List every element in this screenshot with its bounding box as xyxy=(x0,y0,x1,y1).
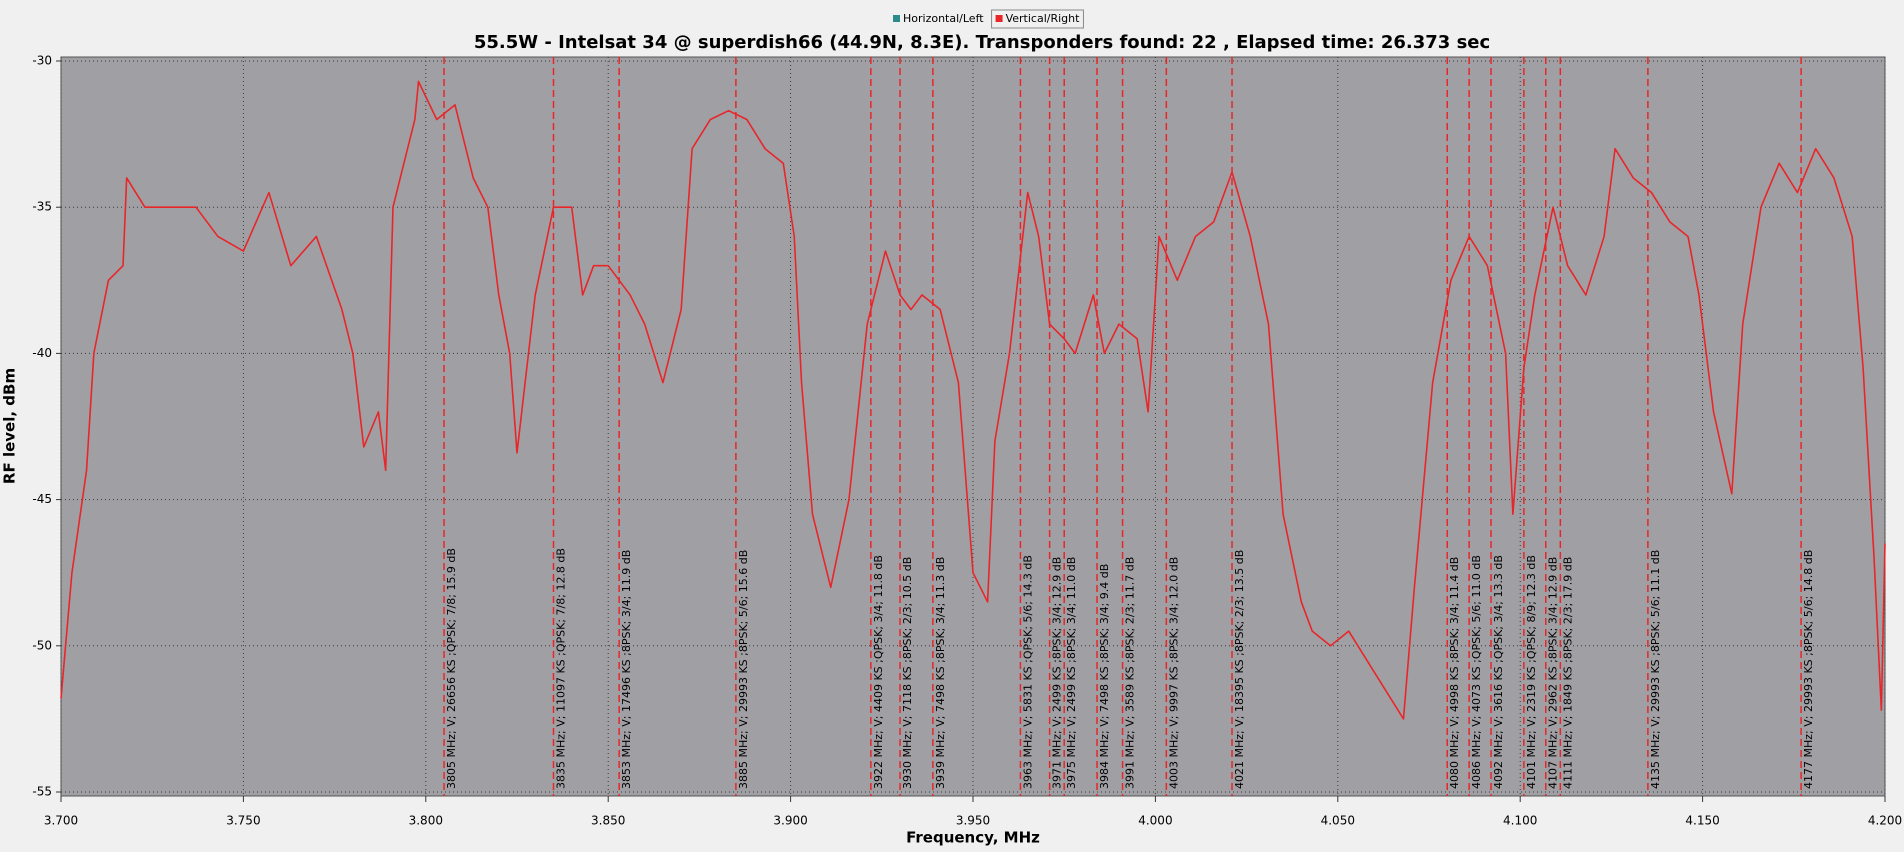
transponder-label: 3963 MHz; V; 5831 KS ;QPSK; 5/6; 14.3 dB xyxy=(1021,555,1034,789)
transponder-label: 4101 MHz; V; 2319 KS ;QPSK; 8/9; 12.3 dB xyxy=(1525,555,1538,789)
x-tick-label: 3.850 xyxy=(591,814,625,828)
x-tick-label: 4.100 xyxy=(1503,814,1537,828)
transponder-label: 4177 MHz; V; 29993 KS ;8PSK; 5/6; 14.8 d… xyxy=(1802,550,1815,789)
legend-swatch xyxy=(995,15,1003,22)
x-axis-label: Frequency, MHz xyxy=(906,829,1040,847)
plot-area xyxy=(60,56,1886,797)
x-tick-label: 3.750 xyxy=(226,814,260,828)
transponder-label: 3975 MHz; V; 2499 KS ;8PSK; 3/4; 11.0 dB xyxy=(1065,557,1078,789)
transponder-label: 4080 MHz; V; 4998 KS ;8PSK; 3/4; 11.4 dB xyxy=(1448,557,1461,789)
x-tick-label: 4.050 xyxy=(1321,814,1355,828)
legend-label: Vertical/Right xyxy=(1006,12,1081,25)
transponder-label: 4021 MHz; V; 18395 KS ;8PSK; 2/3; 13.5 d… xyxy=(1233,550,1246,789)
transponder-label: 4111 MHz; V; 1849 KS ;8PSK; 2/3; 17.9 dB xyxy=(1561,557,1574,789)
legend-label: Horizontal/Left xyxy=(903,12,984,25)
transponder-label: 3991 MHz; V; 3589 KS ;8PSK; 2/3; 11.7 dB xyxy=(1124,557,1137,789)
y-tick-label: -55 xyxy=(32,785,52,799)
chart-title: 55.5W - Intelsat 34 @ superdish66 (44.9N… xyxy=(474,32,1490,53)
x-tick-label: 3.950 xyxy=(956,814,990,828)
y-tick-label: -45 xyxy=(32,492,52,506)
legend: Horizontal/Left Vertical/Right xyxy=(893,9,1084,29)
y-tick-label: -35 xyxy=(32,200,52,214)
transponder-label: 4107 MHz; V; 2962 KS ;8PSK; 3/4; 12.9 dB xyxy=(1547,557,1560,789)
x-tick-label: 4.150 xyxy=(1685,814,1719,828)
y-axis-label: RF level, dBm xyxy=(1,368,19,484)
x-tick-label: 4.200 xyxy=(1868,814,1902,828)
transponder-label: 3853 MHz; V; 17496 KS ;8PSK; 3/4; 11.9 d… xyxy=(620,550,633,789)
legend-frame xyxy=(991,9,1084,29)
transponder-label: 3984 MHz; V; 7498 KS ;8PSK; 3/4; 9.4 dB xyxy=(1098,564,1111,789)
transponder-label: 4092 MHz; V; 3616 KS ;QPSK; 3/4; 13.3 dB xyxy=(1492,555,1505,789)
x-tick-label: 3.800 xyxy=(409,814,443,828)
transponder-label: 3805 MHz; V; 26656 KS ;QPSK; 7/8; 15.9 d… xyxy=(445,548,458,789)
transponder-label: 4086 MHz; V; 4073 KS ;QPSK; 5/6; 11.0 dB xyxy=(1470,555,1483,789)
transponder-label: 4135 MHz; V; 29993 KS ;8PSK; 5/6; 11.1 d… xyxy=(1649,550,1662,789)
transponder-label: 3971 MHz; V; 2499 KS ;8PSK; 3/4; 12.9 dB xyxy=(1051,557,1064,789)
x-tick-label: 4.000 xyxy=(1138,814,1172,828)
x-tick-label: 3.700 xyxy=(44,814,78,828)
legend-swatch xyxy=(893,15,900,22)
transponder-label: 3939 MHz; V; 7498 KS ;8PSK; 3/4; 11.3 dB xyxy=(934,557,947,789)
y-tick-label: -30 xyxy=(32,54,52,68)
transponder-label: 3922 MHz; V; 4409 KS ;QPSK; 3/4; 11.8 dB xyxy=(872,555,885,789)
y-tick-label: -40 xyxy=(32,346,52,360)
transponder-label: 4003 MHz; V; 9997 KS ;8PSK; 3/4; 12.0 dB xyxy=(1167,557,1180,789)
x-tick-label: 3.900 xyxy=(773,814,807,828)
transponder-label: 3885 MHz; V; 29993 KS ;8PSK; 5/6; 15.6 d… xyxy=(737,550,750,789)
y-tick-label: -50 xyxy=(32,638,52,652)
transponder-label: 3835 MHz; V; 11097 KS ;QPSK; 7/8; 12.8 d… xyxy=(554,548,567,789)
spectrum-line xyxy=(60,80,1886,720)
transponder-label: 3930 MHz; V; 7118 KS ;8PSK; 2/3; 10.5 dB xyxy=(901,557,914,789)
